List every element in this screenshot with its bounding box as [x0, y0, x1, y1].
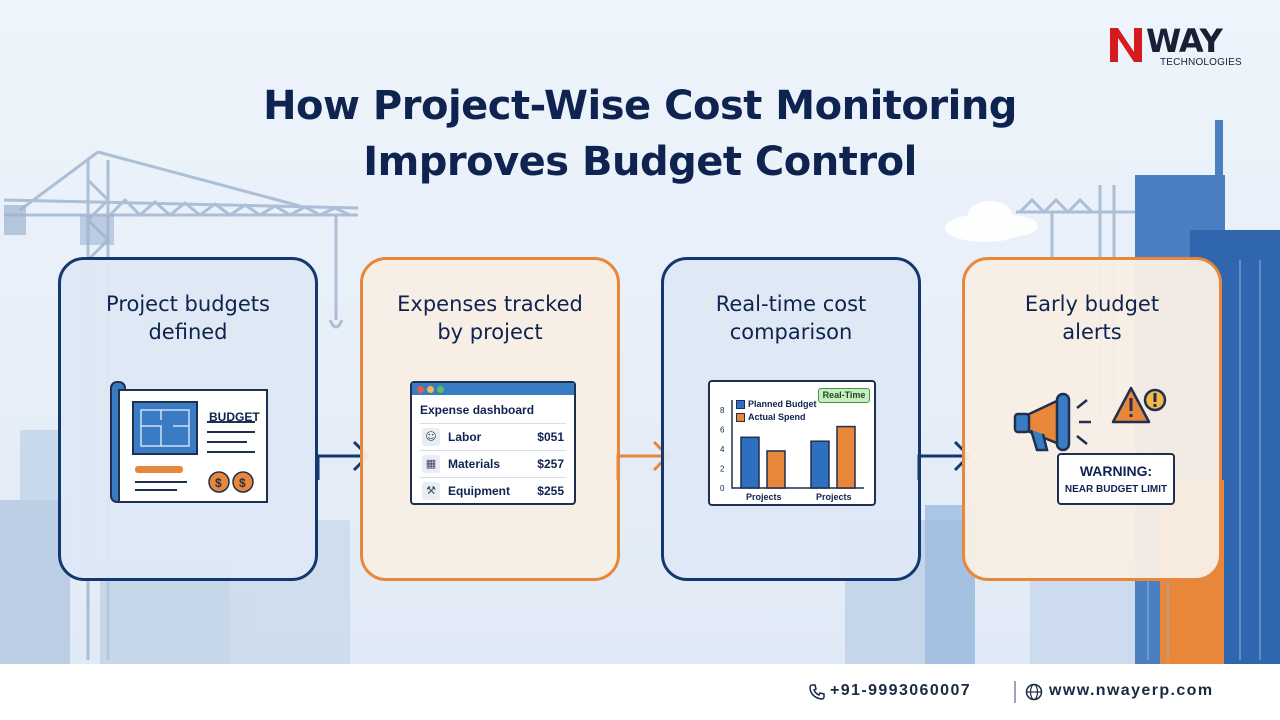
- worker-icon: ☺: [422, 428, 440, 446]
- x-category-label: Projects: [816, 492, 852, 502]
- contact-website[interactable]: www.nwayerp.com: [1049, 682, 1214, 699]
- chart-bar-planned: [810, 440, 830, 489]
- bricks-icon: ▦: [422, 455, 440, 473]
- step-title: Real-time cost comparison: [674, 290, 908, 346]
- window-dot-icon: [417, 386, 424, 393]
- y-tick-label: 2: [720, 465, 725, 474]
- globe-icon: [1025, 683, 1043, 701]
- chart-bar-planned: [740, 436, 760, 489]
- step-title: Project budgets defined: [71, 290, 305, 346]
- real-time-badge: Real-Time: [818, 388, 870, 403]
- expense-amount: $257: [537, 457, 564, 471]
- expense-amount: $255: [537, 484, 564, 498]
- warning-callout: WARNING: NEAR BUDGET LIMIT: [1057, 453, 1175, 505]
- x-category-label: Projects: [746, 492, 782, 502]
- expense-dashboard-title: Expense dashboard: [420, 403, 535, 417]
- chart-bar-actual: [766, 450, 786, 489]
- warning-triangle-icon: [1111, 386, 1167, 424]
- page-title: How Project-Wise Cost Monitoring Improve…: [140, 78, 1140, 190]
- step-card-expenses-tracked: Expenses tracked by project Expense dash…: [360, 257, 620, 581]
- step-title: Early budget alerts: [975, 290, 1209, 346]
- logo-subtitle: TECHNOLOGIES: [1160, 57, 1242, 68]
- chart-bar-actual: [836, 425, 856, 489]
- warning-title: WARNING:: [1079, 463, 1153, 479]
- step-title-line-1: Real-time cost: [715, 292, 867, 316]
- budget-label: BUDGET: [209, 410, 260, 424]
- step-title-line-1: Expenses tracked: [397, 292, 583, 316]
- logo-mark-icon: [1110, 28, 1142, 62]
- contact-phone[interactable]: +91-9993060007: [830, 682, 972, 699]
- svg-text:$: $: [239, 476, 246, 490]
- window-dot-icon: [437, 386, 444, 393]
- step-title-line-2: by project: [437, 320, 543, 344]
- megaphone-icon: [1013, 392, 1091, 452]
- step-title-line-1: Project budgets: [106, 292, 270, 316]
- expense-name: Materials: [448, 457, 501, 471]
- expense-row: ☺ Labor $051: [420, 423, 566, 449]
- contact-divider: [1014, 681, 1016, 703]
- window-titlebar: [412, 383, 574, 395]
- step-title-line-2: alerts: [1062, 320, 1122, 344]
- step-title-line-1: Early budget: [1024, 292, 1160, 316]
- phone-icon: [809, 684, 825, 700]
- window-dot-icon: [427, 386, 434, 393]
- step-title-line-2: defined: [148, 320, 228, 344]
- cost-comparison-chart: Real-Time Planned Budget Actual Spend 0 2…: [708, 380, 876, 506]
- y-tick-label: 0: [720, 484, 725, 493]
- expense-name: Equipment: [448, 484, 510, 498]
- expense-row: ⚒ Equipment $255: [420, 477, 566, 503]
- page-title-line-1: How Project-Wise Cost Monitoring: [263, 83, 1017, 129]
- footer-band: [0, 664, 1280, 720]
- y-tick-label: 8: [720, 406, 725, 415]
- legend-swatch-actual: [736, 413, 745, 422]
- expense-amount: $051: [537, 430, 564, 444]
- y-tick-label: 4: [720, 445, 725, 454]
- expense-dashboard-panel: Expense dashboard ☺ Labor $051 ▦ Materia…: [410, 381, 576, 505]
- logo-wordmark: WAY: [1146, 22, 1223, 60]
- drill-icon: ⚒: [422, 482, 440, 500]
- chart-plot: 0 2 4 6 8 Projects Projects: [720, 400, 864, 502]
- company-logo: WAY TECHNOLOGIES: [1106, 22, 1256, 72]
- step-title-line-2: comparison: [729, 320, 853, 344]
- expense-name: Labor: [448, 430, 482, 444]
- legend-label-actual: Actual Spend: [748, 412, 806, 422]
- step-title: Expenses tracked by project: [373, 290, 607, 346]
- step-card-real-time-comparison: Real-time cost comparison Real-Time Plan…: [661, 257, 921, 581]
- warning-text: NEAR BUDGET LIMIT: [1064, 484, 1168, 495]
- svg-text:$: $: [215, 476, 222, 490]
- page-title-line-2: Improves Budget Control: [363, 139, 917, 185]
- expense-row: ▦ Materials $257: [420, 450, 566, 476]
- y-tick-label: 6: [720, 426, 725, 435]
- blueprint-budget-icon: $ $: [110, 381, 268, 503]
- legend-label-planned: Planned Budget: [748, 399, 817, 409]
- legend-swatch-planned: [736, 400, 745, 409]
- step-card-budgets-defined: Project budgets defined $ $ BUDGET: [58, 257, 318, 581]
- step-card-budget-alerts: Early budget alerts WARNING: NEAR BUDGET…: [962, 257, 1222, 581]
